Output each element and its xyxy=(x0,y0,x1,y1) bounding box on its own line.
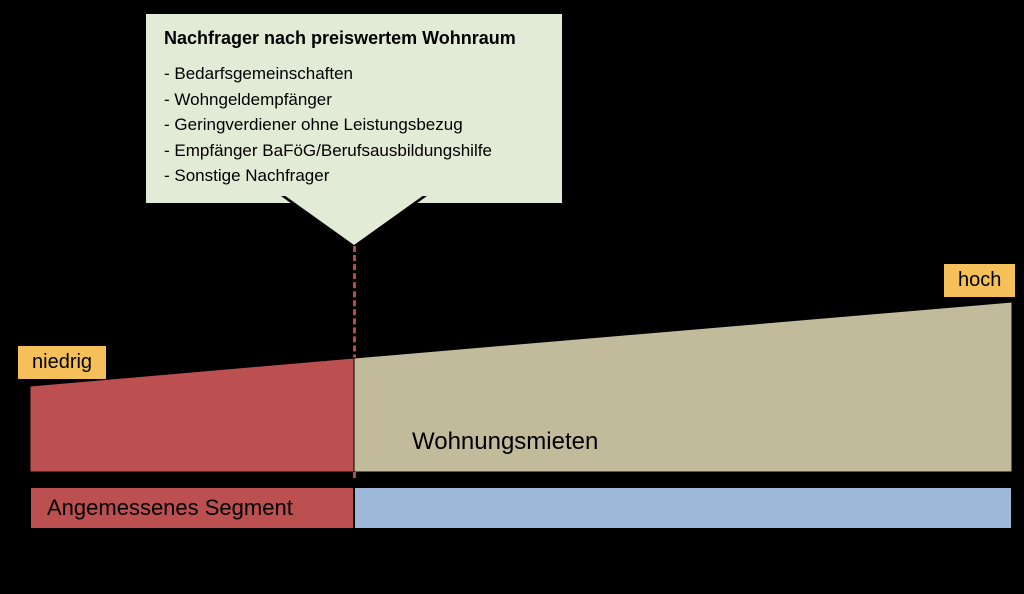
segment-left-label: Angemessenes Segment xyxy=(47,495,293,521)
badge-high: hoch xyxy=(942,262,1017,299)
list-item: Empfänger BaFöG/Berufsausbildungshilfe xyxy=(164,138,544,164)
list-item: Bedarfsgemeinschaften xyxy=(164,61,544,87)
wedge-left xyxy=(30,358,354,472)
list-item: Geringverdiener ohne Leistungsbezug xyxy=(164,112,544,138)
badge-high-text: hoch xyxy=(958,269,1001,291)
info-panel-title: Nachfrager nach preiswertem Wohnraum xyxy=(164,28,544,49)
pointer-triangle xyxy=(284,195,424,245)
segment-band: Angemessenes Segment xyxy=(30,487,1012,529)
wedge-label: Wohnungsmieten xyxy=(412,428,598,456)
list-item: Wohngeldempfänger xyxy=(164,87,544,113)
segment-right xyxy=(354,487,1012,529)
segment-left: Angemessenes Segment xyxy=(30,487,354,529)
info-panel-list: Bedarfsgemeinschaften Wohngeldempfänger … xyxy=(164,61,544,189)
list-item: Sonstige Nachfrager xyxy=(164,163,544,189)
info-panel: Nachfrager nach preiswertem Wohnraum Bed… xyxy=(144,12,564,205)
